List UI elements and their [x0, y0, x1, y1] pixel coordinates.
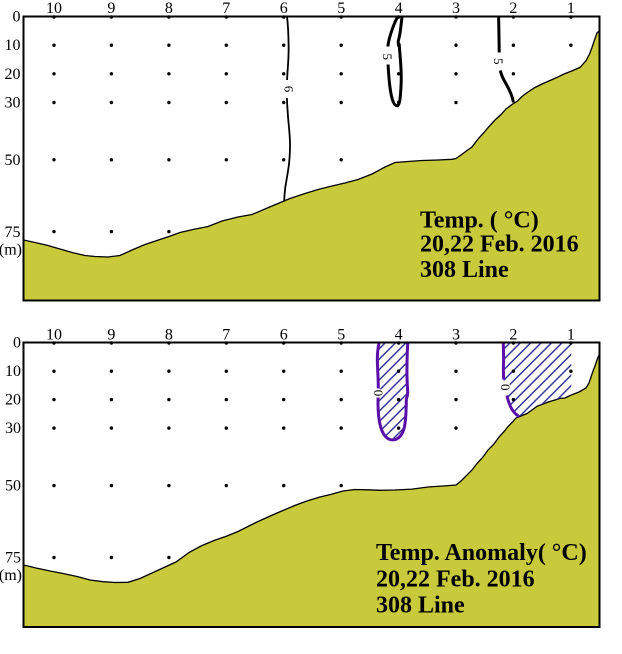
svg-text:20,22 Feb. 2016: 20,22 Feb. 2016	[376, 567, 535, 593]
svg-text:0: 0	[498, 384, 513, 391]
svg-text:(m): (m)	[0, 242, 22, 259]
svg-text:2: 2	[509, 0, 517, 17]
svg-text:0: 0	[13, 335, 21, 352]
svg-text:75: 75	[5, 550, 21, 567]
svg-text:(m): (m)	[0, 567, 22, 584]
svg-text:1: 1	[567, 326, 575, 343]
svg-text:0: 0	[13, 9, 21, 26]
svg-text:9: 9	[107, 326, 115, 343]
svg-text:3: 3	[452, 326, 460, 343]
svg-text:2: 2	[509, 326, 517, 343]
svg-text:20: 20	[5, 392, 21, 409]
svg-text:50: 50	[5, 152, 21, 169]
svg-text:1: 1	[567, 0, 575, 17]
svg-text:9: 9	[107, 0, 115, 17]
svg-text:308 Line: 308 Line	[376, 593, 465, 619]
svg-text:30: 30	[5, 420, 21, 437]
svg-text:10: 10	[46, 326, 62, 343]
svg-text:4: 4	[395, 326, 403, 343]
svg-text:10: 10	[46, 0, 62, 17]
svg-text:30: 30	[5, 95, 21, 112]
svg-text:6: 6	[280, 326, 288, 343]
svg-text:Temp. Anomaly( °C): Temp. Anomaly( °C)	[376, 540, 587, 566]
svg-text:7: 7	[222, 0, 230, 17]
svg-text:7: 7	[222, 326, 230, 343]
svg-text:20,22 Feb. 2016: 20,22 Feb. 2016	[420, 232, 579, 258]
svg-text:5: 5	[380, 54, 395, 61]
svg-text:Temp. ( °C): Temp. ( °C)	[420, 208, 539, 234]
svg-text:6: 6	[281, 86, 296, 93]
svg-text:50: 50	[5, 478, 21, 495]
svg-text:8: 8	[165, 326, 173, 343]
svg-text:3: 3	[452, 0, 460, 17]
svg-text:5: 5	[337, 0, 345, 17]
svg-text:20: 20	[5, 66, 21, 83]
svg-text:6: 6	[280, 0, 288, 17]
svg-text:8: 8	[165, 0, 173, 17]
svg-text:4: 4	[395, 0, 403, 17]
svg-text:0: 0	[371, 390, 386, 397]
svg-text:5: 5	[337, 326, 345, 343]
svg-text:10: 10	[5, 37, 21, 54]
svg-text:75: 75	[5, 224, 21, 241]
svg-text:10: 10	[5, 363, 21, 380]
svg-text:5: 5	[491, 58, 506, 64]
svg-text:308 Line: 308 Line	[420, 257, 509, 283]
